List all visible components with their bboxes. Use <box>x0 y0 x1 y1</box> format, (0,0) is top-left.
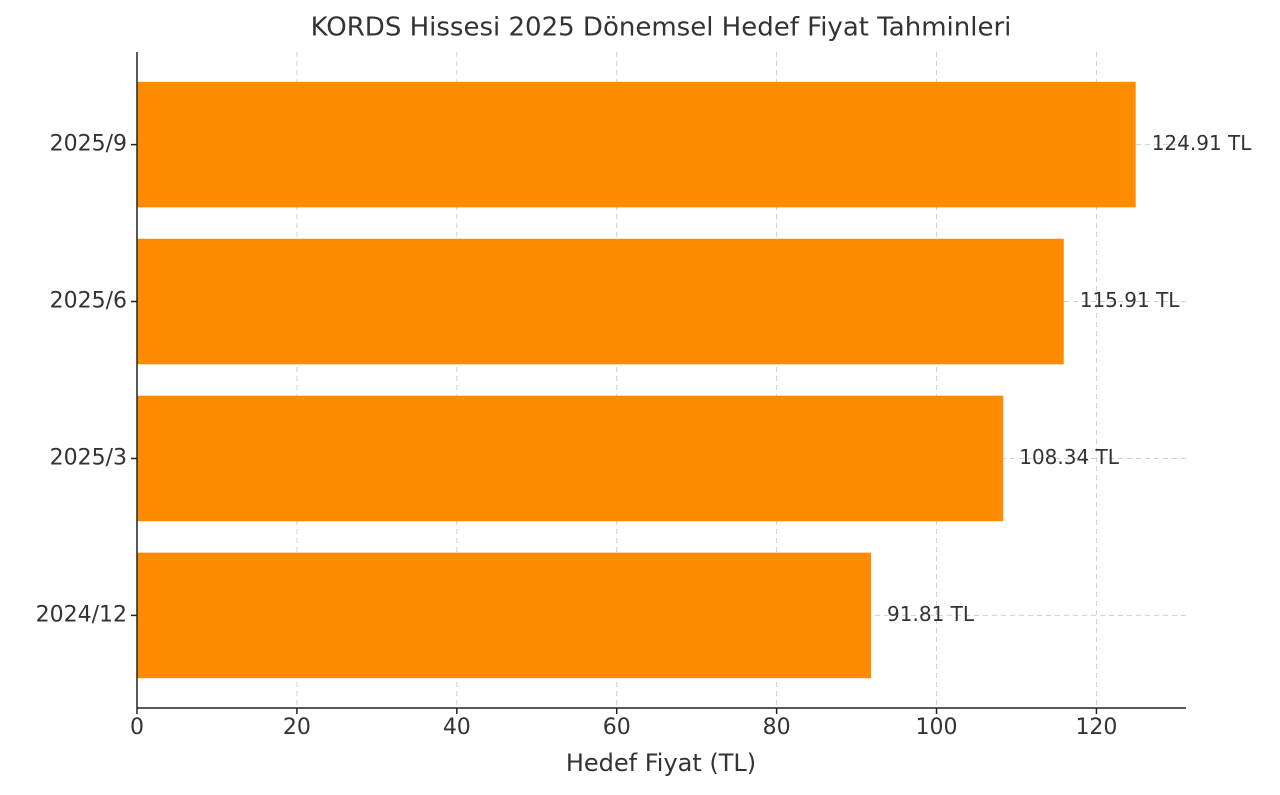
x-tick-label: 100 <box>916 715 958 740</box>
x-tick-label: 20 <box>283 715 311 740</box>
value-label: 115.91 TL <box>1080 288 1181 312</box>
chart-title: KORDS Hissesi 2025 Dönemsel Hedef Fiyat … <box>311 13 1012 43</box>
bar <box>137 552 872 679</box>
x-tick-label: 60 <box>603 715 631 740</box>
value-label: 91.81 TL <box>887 602 975 626</box>
x-axis-label: Hedef Fiyat (TL) <box>566 749 756 777</box>
y-tick-label: 2025/3 <box>50 445 127 470</box>
y-tick-label: 2024/12 <box>36 602 127 627</box>
y-tick-label: 2025/9 <box>50 132 127 157</box>
y-tick-label: 2025/6 <box>50 289 127 314</box>
x-tick-label: 80 <box>763 715 791 740</box>
x-tick-label: 40 <box>443 715 471 740</box>
bar <box>137 238 1064 365</box>
x-tick-label: 120 <box>1075 715 1117 740</box>
value-label: 124.91 TL <box>1152 131 1253 155</box>
value-label: 108.34 TL <box>1019 445 1120 469</box>
x-tick-label: 0 <box>130 715 144 740</box>
bar <box>137 395 1004 522</box>
bar <box>137 81 1136 208</box>
